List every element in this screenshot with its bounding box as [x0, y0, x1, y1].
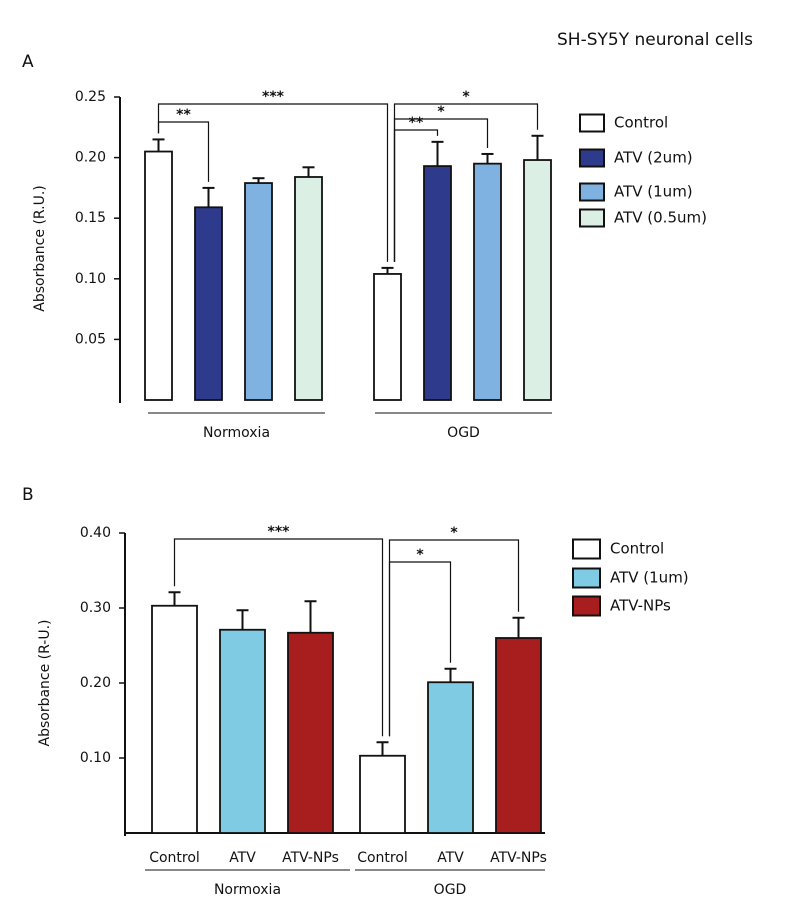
bar-label: ATV-NPs: [282, 850, 339, 866]
significance-label: *: [416, 547, 424, 563]
significance-label: *: [450, 525, 458, 541]
bar-label: Control: [357, 850, 408, 866]
bar-label: ATV: [437, 850, 464, 866]
y-tick-label: 0.25: [75, 89, 106, 105]
x-tick-label: OGD: [434, 882, 467, 898]
significance-bracket: [157, 103, 389, 262]
y-axis-label: Absorbance (R-U.): [37, 619, 53, 746]
significance-label: **: [409, 115, 424, 131]
bar: [287, 631, 334, 834]
bar-label: ATV: [229, 850, 256, 866]
bar: [294, 176, 323, 401]
bar: [423, 165, 452, 401]
bar: [427, 681, 474, 834]
y-tick-label: 0.15: [75, 210, 106, 226]
y-tick-label: 0.20: [75, 150, 106, 166]
legend-swatch: [579, 113, 605, 133]
legend-label: ATV (1um): [614, 183, 693, 201]
significance-bracket: [173, 538, 384, 737]
bar: [144, 150, 173, 401]
y-tick-label: 0.05: [75, 331, 106, 347]
significance-bracket: [388, 539, 520, 737]
bar: [151, 604, 198, 834]
legend-swatch: [572, 567, 601, 589]
significance-label: **: [176, 107, 191, 123]
y-tick-label: 0.30: [80, 600, 111, 616]
legend-label: ATV (1um): [610, 569, 689, 587]
panel-label: B: [22, 485, 34, 505]
bar: [194, 206, 223, 401]
y-tick-label: 0.10: [75, 271, 106, 287]
panel-label: A: [22, 52, 34, 72]
x-tick-label: OGD: [447, 425, 480, 441]
bar: [523, 159, 552, 401]
significance-label: ***: [268, 524, 291, 540]
bar: [473, 162, 502, 401]
significance-bracket: [393, 103, 539, 262]
x-tick-label: Normoxia: [203, 425, 270, 441]
bar: [359, 754, 406, 834]
legend-label: Control: [610, 540, 664, 558]
y-tick-label: 0.40: [80, 525, 111, 541]
legend-label: ATV (0.5um): [614, 209, 707, 227]
significance-bracket: [157, 121, 210, 182]
x-tick-label: Normoxia: [214, 882, 281, 898]
y-tick-label: 0.20: [80, 675, 111, 691]
significance-label: ***: [262, 89, 285, 105]
bar: [244, 182, 273, 401]
bar-label: Control: [149, 850, 200, 866]
legend-swatch: [579, 208, 605, 228]
bar: [219, 628, 266, 834]
y-axis-label: Absorbance (R.U.): [32, 185, 48, 311]
figure-title: SH-SY5Y neuronal cells: [557, 30, 753, 50]
significance-label: *: [437, 104, 445, 120]
legend-label: ATV (2um): [614, 149, 693, 167]
bar-label: ATV-NPs: [490, 850, 547, 866]
significance-label: *: [462, 89, 470, 105]
bar: [373, 273, 402, 401]
bar: [495, 637, 542, 834]
legend-swatch: [572, 538, 601, 560]
legend-label: ATV-NPs: [610, 597, 671, 615]
y-tick-label: 0.10: [80, 750, 111, 766]
legend-swatch: [579, 182, 605, 202]
legend-label: Control: [614, 114, 668, 132]
legend-swatch: [572, 595, 601, 617]
legend-swatch: [579, 148, 605, 168]
